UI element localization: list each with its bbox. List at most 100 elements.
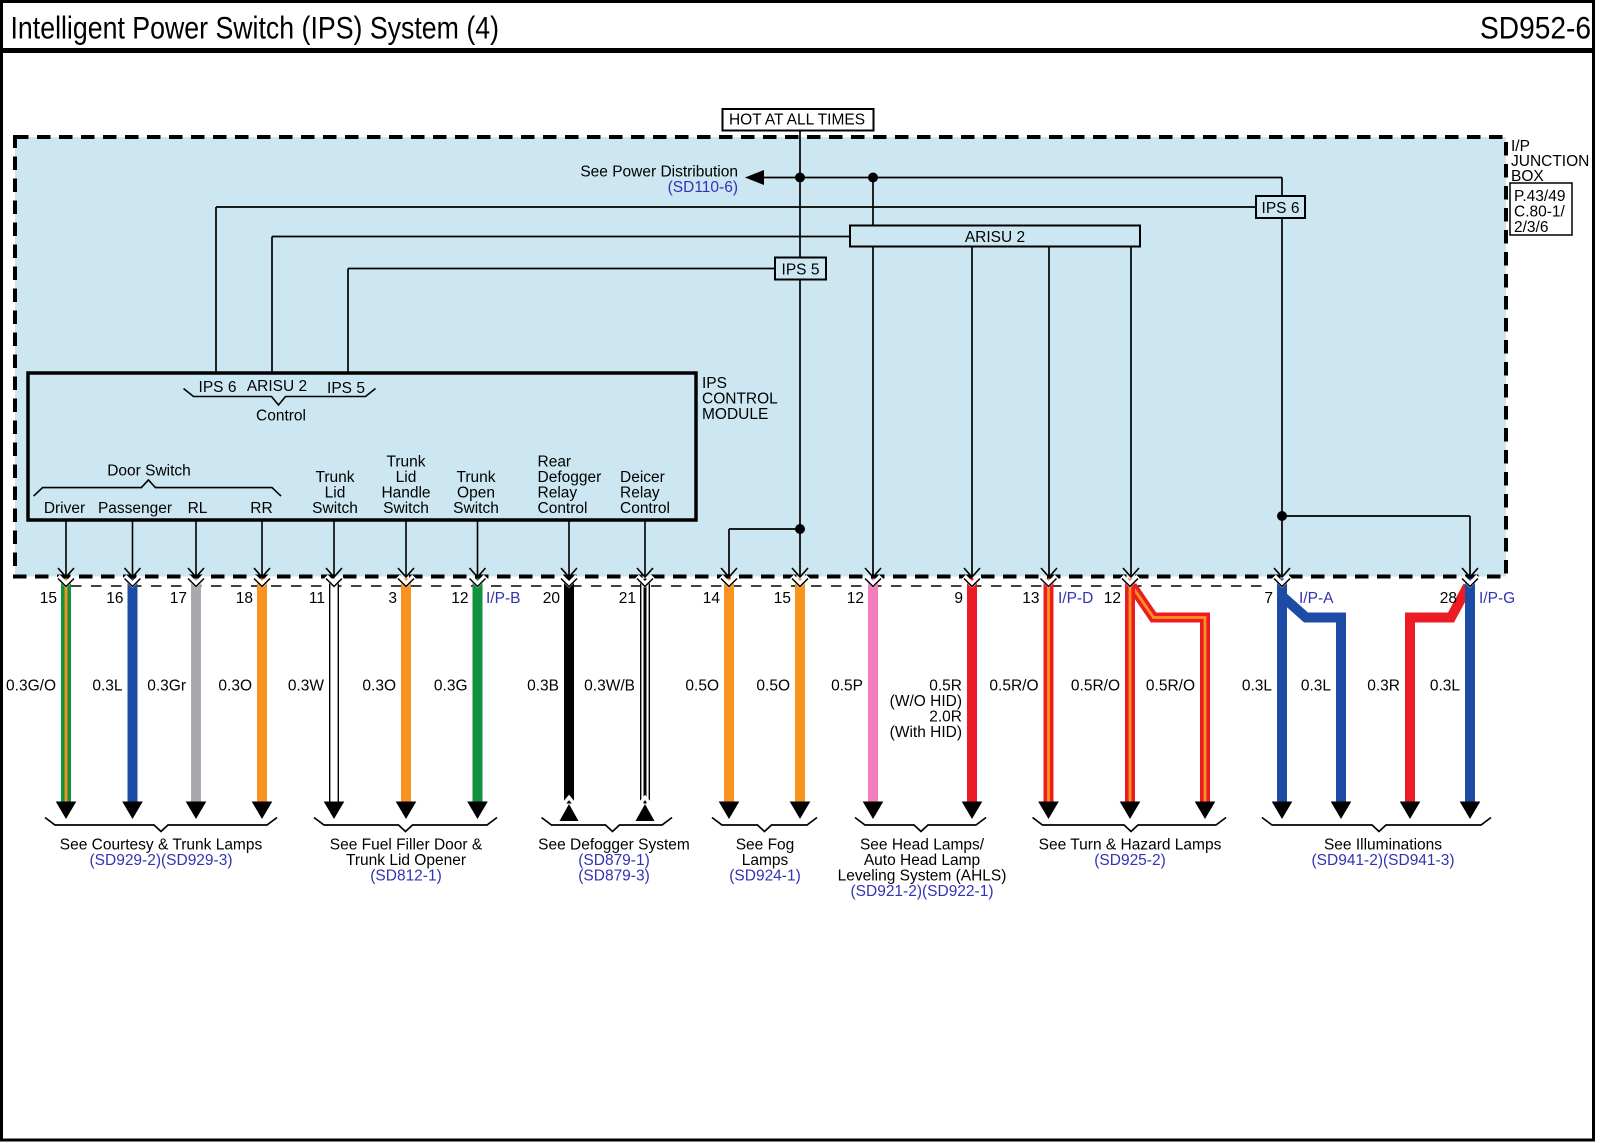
svg-text:2/3/6: 2/3/6 — [1514, 219, 1548, 236]
svg-text:0.5R/O: 0.5R/O — [989, 678, 1038, 695]
svg-text:0.3Gr: 0.3Gr — [147, 678, 186, 695]
svg-text:CONTROL: CONTROL — [702, 391, 778, 408]
svg-text:MODULE: MODULE — [702, 406, 768, 423]
svg-text:Handle: Handle — [381, 485, 430, 502]
svg-text:P.43/49: P.43/49 — [1514, 188, 1565, 205]
svg-text:Switch: Switch — [312, 500, 358, 517]
svg-text:JUNCTION: JUNCTION — [1511, 153, 1589, 170]
svg-text:(SD941-2)(SD941-3): (SD941-2)(SD941-3) — [1312, 852, 1455, 869]
svg-text:(SD879-3): (SD879-3) — [578, 868, 650, 885]
svg-text:See Defogger System: See Defogger System — [538, 837, 690, 854]
svg-text:IPS 5: IPS 5 — [327, 380, 365, 397]
svg-text:13: 13 — [1022, 590, 1039, 607]
svg-text:0.5R/O: 0.5R/O — [1146, 678, 1195, 695]
svg-text:Open: Open — [457, 485, 495, 502]
svg-text:0.3L: 0.3L — [92, 678, 123, 695]
svg-text:See Fuel Filler Door &: See Fuel Filler Door & — [330, 837, 483, 854]
svg-text:IPS 6: IPS 6 — [199, 379, 237, 396]
svg-text:Trunk: Trunk — [456, 469, 495, 486]
svg-text:2.0R: 2.0R — [929, 709, 962, 726]
svg-text:Control: Control — [256, 408, 306, 425]
svg-text:0.3G/O: 0.3G/O — [6, 678, 56, 695]
svg-text:0.3L: 0.3L — [1430, 678, 1461, 695]
svg-text:Passenger: Passenger — [98, 500, 172, 517]
svg-text:0.3O: 0.3O — [218, 678, 252, 695]
svg-text:(SD812-1): (SD812-1) — [370, 868, 442, 885]
svg-text:See Courtesy & Trunk Lamps: See Courtesy & Trunk Lamps — [60, 837, 263, 854]
svg-text:IPS 6: IPS 6 — [1262, 200, 1300, 217]
svg-text:See Head Lamps/: See Head Lamps/ — [860, 837, 985, 854]
svg-text:HOT AT ALL TIMES: HOT AT ALL TIMES — [729, 112, 865, 129]
svg-text:Lid: Lid — [325, 485, 346, 502]
svg-text:Intelligent Power Switch (IPS): Intelligent Power Switch (IPS) System (4… — [11, 10, 500, 46]
svg-text:See Illuminations: See Illuminations — [1324, 837, 1442, 854]
svg-text:17: 17 — [170, 590, 187, 607]
svg-text:Driver: Driver — [44, 500, 85, 517]
svg-text:ARISU 2: ARISU 2 — [965, 229, 1025, 246]
svg-text:0.5R: 0.5R — [929, 678, 962, 695]
svg-text:20: 20 — [543, 590, 561, 607]
svg-text:See Turn & Hazard Lamps: See Turn & Hazard Lamps — [1039, 837, 1222, 854]
svg-text:21: 21 — [619, 590, 636, 607]
svg-text:Relay: Relay — [538, 485, 578, 502]
svg-text:Lamps: Lamps — [742, 852, 789, 869]
svg-text:Switch: Switch — [383, 500, 429, 517]
svg-text:I/P-A: I/P-A — [1299, 590, 1334, 607]
svg-text:Trunk Lid Opener: Trunk Lid Opener — [346, 852, 466, 869]
svg-text:15: 15 — [774, 590, 791, 607]
svg-text:I/P-B: I/P-B — [486, 590, 520, 607]
svg-text:Control: Control — [538, 500, 588, 517]
svg-text:0.3L: 0.3L — [1242, 678, 1273, 695]
svg-text:28: 28 — [1440, 590, 1457, 607]
svg-text:Lid: Lid — [396, 469, 417, 486]
svg-text:0.3G: 0.3G — [434, 678, 468, 695]
svg-text:ARISU 2: ARISU 2 — [247, 378, 307, 395]
svg-text:(W/O HID): (W/O HID) — [890, 693, 962, 710]
svg-text:I/P-D: I/P-D — [1058, 590, 1093, 607]
svg-text:(SD879-1): (SD879-1) — [578, 852, 650, 869]
svg-text:(SD110-6): (SD110-6) — [668, 179, 738, 196]
svg-text:Trunk: Trunk — [386, 454, 425, 471]
svg-text:RR: RR — [250, 500, 272, 517]
svg-text:IPS: IPS — [702, 375, 727, 392]
svg-text:Auto Head Lamp: Auto Head Lamp — [864, 852, 980, 869]
svg-text:12: 12 — [1104, 590, 1121, 607]
svg-text:Control: Control — [620, 500, 670, 517]
svg-text:0.3O: 0.3O — [362, 678, 396, 695]
svg-text:Door Switch: Door Switch — [107, 463, 191, 480]
svg-text:BOX: BOX — [1511, 168, 1544, 185]
svg-text:12: 12 — [847, 590, 864, 607]
svg-text:0.3R: 0.3R — [1367, 678, 1400, 695]
svg-text:SD952-6: SD952-6 — [1480, 10, 1591, 46]
svg-text:0.5R/O: 0.5R/O — [1071, 678, 1120, 695]
svg-text:0.3W/B: 0.3W/B — [584, 678, 635, 695]
svg-text:16: 16 — [106, 590, 123, 607]
svg-text:Switch: Switch — [453, 500, 499, 517]
svg-text:18: 18 — [236, 590, 253, 607]
svg-text:(With HID): (With HID) — [890, 724, 962, 741]
svg-text:0.5P: 0.5P — [831, 678, 863, 695]
svg-text:12: 12 — [451, 590, 468, 607]
svg-text:14: 14 — [703, 590, 721, 607]
svg-text:0.5O: 0.5O — [756, 678, 790, 695]
svg-text:0.3B: 0.3B — [527, 678, 559, 695]
svg-text:(SD921-2)(SD922-1): (SD921-2)(SD922-1) — [851, 883, 994, 900]
svg-text:(SD924-1): (SD924-1) — [729, 868, 801, 885]
svg-text:9: 9 — [954, 590, 963, 607]
svg-text:11: 11 — [309, 590, 325, 607]
svg-text:See Power Distribution: See Power Distribution — [580, 164, 738, 181]
svg-text:(SD929-2)(SD929-3): (SD929-2)(SD929-3) — [90, 852, 233, 869]
svg-text:IPS 5: IPS 5 — [782, 262, 820, 279]
svg-text:I/P-G: I/P-G — [1479, 590, 1515, 607]
svg-text:0.5O: 0.5O — [685, 678, 719, 695]
svg-text:3: 3 — [388, 590, 397, 607]
svg-text:Leveling System (AHLS): Leveling System (AHLS) — [838, 868, 1007, 885]
svg-text:Deicer: Deicer — [620, 469, 665, 486]
svg-text:RL: RL — [188, 500, 208, 517]
svg-text:7: 7 — [1264, 590, 1273, 607]
svg-text:15: 15 — [40, 590, 57, 607]
svg-text:0.3L: 0.3L — [1301, 678, 1332, 695]
svg-text:See Fog: See Fog — [736, 837, 795, 854]
svg-text:Trunk: Trunk — [315, 469, 354, 486]
svg-text:Relay: Relay — [620, 485, 660, 502]
